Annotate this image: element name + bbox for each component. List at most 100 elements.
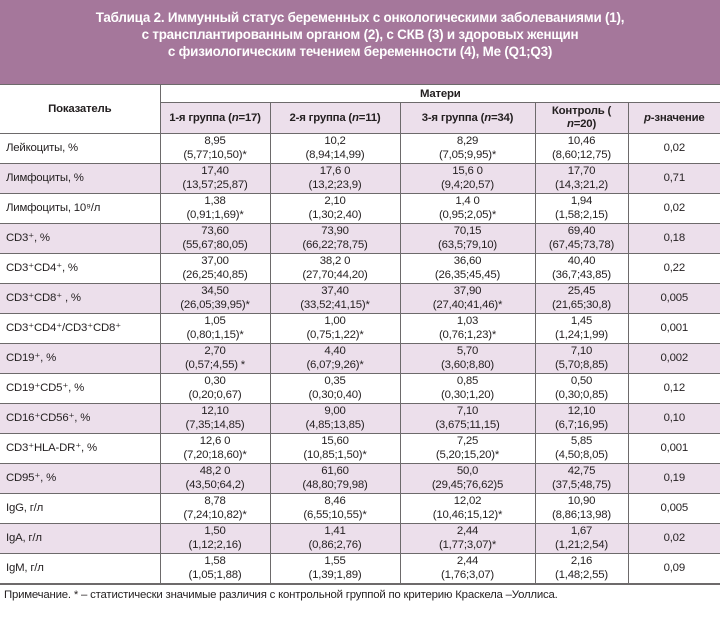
value-cell: 1,41 (0,86;2,76) [269,523,401,554]
immune-status-table: Показатель Матери 1-я группа (n=17) 2-я г… [0,84,720,584]
quartiles: (27,70;44,20) [302,268,368,281]
quartiles: (14,3;21,2) [555,178,608,191]
median: 5,70 [456,345,479,357]
value-cell: 8,46 (6,55;10,55)* [269,493,401,524]
header-symbol: n [352,111,359,124]
quartiles: (26,35;45,45) [434,268,501,281]
median: 8,29 [456,135,479,147]
value-cell: 38,2 0 (27,70;44,20) [269,253,401,284]
value-cell: 37,90 (27,40;41,46)* [399,283,536,314]
row-indicator: CD95⁺, % [0,463,161,494]
value-cell: 12,02 (10,46;15,12)* [399,493,536,524]
header-prefix: 2-я группа ( [289,111,353,124]
median: 12,02 [453,495,482,507]
table-row: CD3⁺CD4⁺, % 37,00 (26,25;40,85) 38,2 0 (27,7… [0,253,720,284]
median: 34,50 [201,285,229,297]
quartiles: (26,05;39,95)* [180,298,250,311]
quartiles: (10,85;1,50)* [303,448,367,461]
p-value: 0,02 [627,193,720,224]
quartiles: (10,46;15,12)* [432,508,503,521]
value-cell: 10,90 (8,86;13,98) [534,493,629,524]
median: 36,60 [453,255,482,267]
quartiles: (1,39;1,89) [308,568,362,581]
value-cell: 1,03 (0,76;1,23)* [399,313,536,344]
header-control: Контроль (n=20) [534,102,629,134]
quartiles: (1,76;3,07) [441,568,494,581]
median: 4,40 [324,345,346,357]
median: 5,85 [570,435,593,447]
value-cell: 15,60 (10,85;1,50)* [269,433,401,464]
header-mothers: Матери [159,84,720,103]
median: 2,16 [570,555,593,567]
quartiles: (7,24;10,82)* [183,508,247,521]
quartiles: (6,55;10,55)* [303,508,367,521]
median: 1,38 [204,195,226,207]
quartiles: (13,57;25,87) [182,178,248,191]
median: 7,25 [456,435,479,447]
header-prefix: 1-я группа ( [169,111,232,124]
value-cell: 73,90 (66,22;78,75) [269,223,401,254]
value-cell: 7,10 (5,70;8,85) [534,343,629,374]
value-cell: 9,00 (4,85;13,85) [269,403,401,434]
median: 10,90 [567,495,596,507]
value-cell: 12,10 (7,35;14,85) [159,403,271,434]
table-row: CD3⁺HLA-DR⁺, % 12,6 0 (7,20;18,60)* 15,60 (1… [0,433,720,464]
quartiles: (3,60;8,80) [441,358,494,371]
quartiles: (21,65;30,8) [551,298,612,311]
row-indicator: Лейкоциты, % [0,133,161,164]
row-indicator: Лимфоциты, 10⁹/л [0,193,161,224]
value-cell: 48,2 0 (43,50;64,2) [159,463,271,494]
table-row: CD95⁺, % 48,2 0 (43,50;64,2) 61,60 (48,80;79… [0,463,720,494]
header-prefix: 3-я группа ( [421,111,485,124]
median: 2,10 [324,195,346,207]
median: 1,94 [570,195,593,207]
p-value: 0,002 [627,343,720,374]
value-cell: 37,40 (33,52;41,15)* [269,283,401,314]
value-cell: 61,60 (48,80;79,98) [269,463,401,494]
quartiles: (0,30;1,20) [441,388,494,401]
median: 48,2 0 [199,465,231,477]
row-indicator: CD3⁺CD4⁺/CD3⁺CD8⁺ [0,313,161,344]
quartiles: (8,60;12,75) [551,148,612,161]
row-indicator: CD3⁺CD4⁺, % [0,253,161,284]
header-group-3: 3-я группа (n=34) [399,102,536,134]
median: 9,00 [324,405,346,417]
header-p-value: p-значение [627,102,720,134]
value-cell: 17,40 (13,57;25,87) [159,163,271,194]
header-symbol: n [231,111,239,124]
quartiles: (0,57;4,55) * [184,358,246,371]
quartiles: (0,30;0,85) [555,388,608,401]
median: 73,60 [201,225,229,237]
table-title: Таблица 2. Иммунный статус беременных с … [0,0,720,84]
quartiles: (13,2;23,9) [308,178,362,191]
table-row: IgG, г/л 8,78 (7,24;10,82)* 8,46 (6,55;10,55… [0,493,720,524]
quartiles: (1,12;2,16) [188,538,242,551]
quartiles: (0,80;1,15)* [186,328,244,341]
value-cell: 10,46 (8,60;12,75) [534,133,629,164]
value-cell: 17,70 (14,3;21,2) [534,163,629,194]
p-value: 0,12 [627,373,720,404]
value-cell: 2,70 (0,57;4,55) * [159,343,271,374]
median: 0,50 [570,375,593,387]
median: 1,41 [324,525,346,537]
median: 10,2 [324,135,346,147]
median: 2,44 [456,525,479,537]
row-indicator: CD3⁺CD8⁺ , % [0,283,161,314]
median: 69,40 [567,225,596,237]
header-group-1: 1-я группа (n=17) [160,102,271,134]
p-value: 0,02 [627,133,720,164]
quartiles: (37,5;48,75) [551,478,612,491]
table-row: IgM, г/л 1,58 (1,05;1,88) 1,55 (1,39;1,89) 2,… [0,553,720,584]
row-indicator: CD19⁺CD5⁺, % [0,373,161,404]
quartiles: (6,7;16,95) [555,418,608,431]
quartiles: (4,50;8,05) [555,448,608,461]
value-cell: 1,67 (1,21;2,54) [534,523,629,554]
quartiles: (9,4;20,57) [441,178,494,191]
value-cell: 17,6 0 (13,2;23,9) [269,163,401,194]
row-indicator: CD16⁺CD56⁺, % [0,403,161,434]
median: 15,6 0 [452,165,483,177]
table-row: CD16⁺CD56⁺, % 12,10 (7,35;14,85) 9,00 (4,85;… [0,403,720,434]
median: 7,10 [456,405,479,417]
header-suffix: =34) [490,111,514,124]
median: 50,0 [456,465,479,477]
